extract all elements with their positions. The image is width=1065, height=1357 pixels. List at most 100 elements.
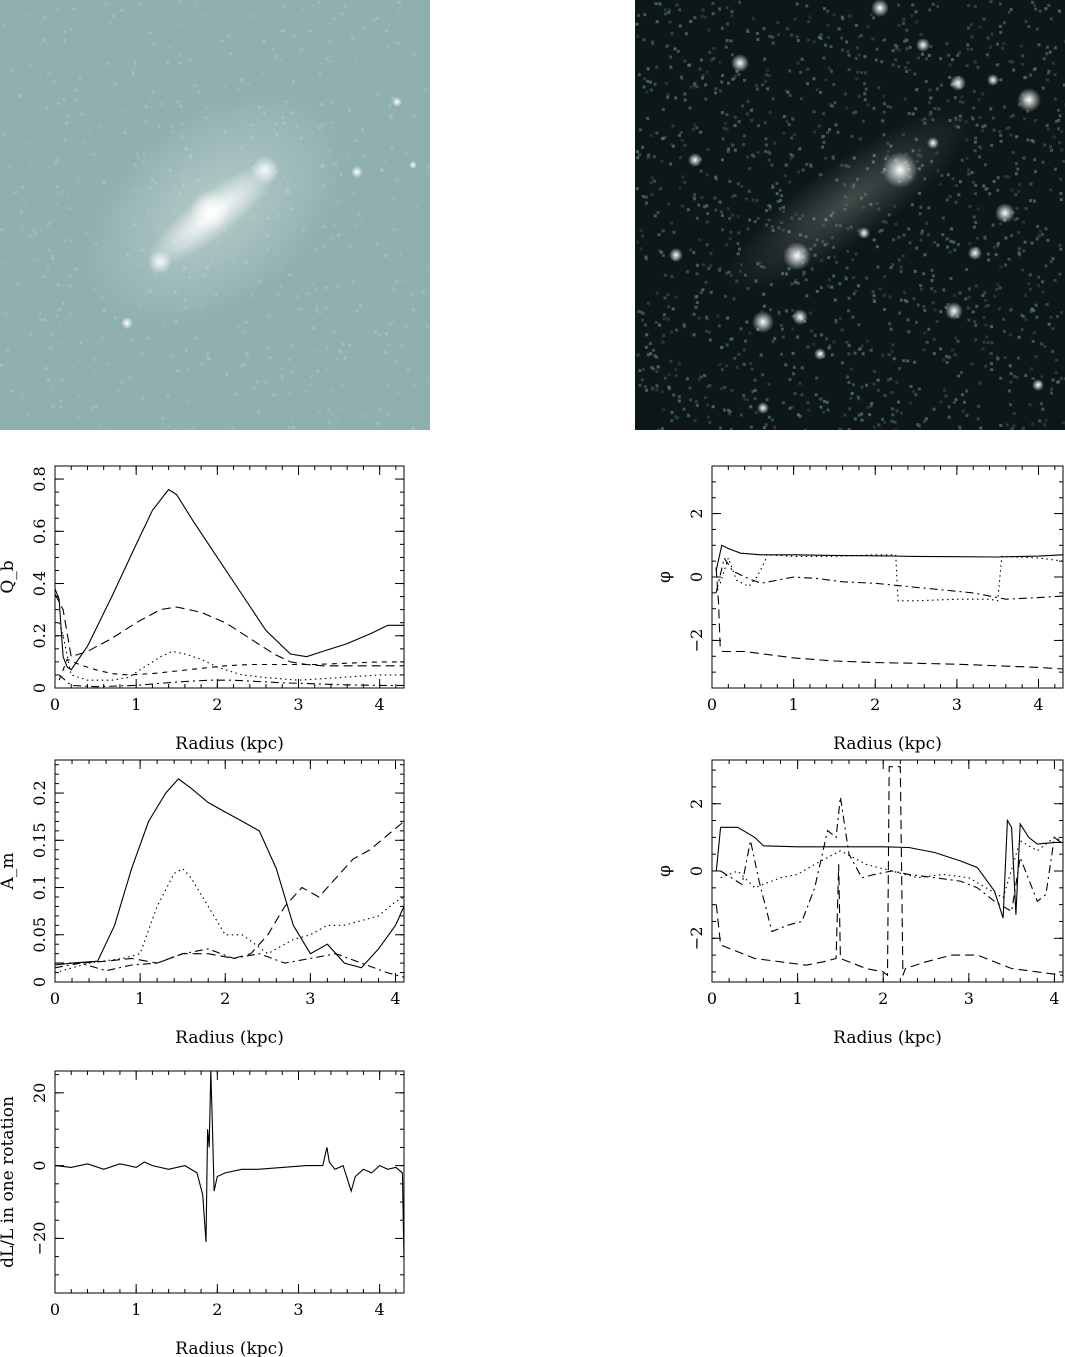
star [669,248,683,262]
y-tick-label: 0.1 [30,875,49,900]
plot-frame [54,465,405,689]
x-tick-label: 3 [293,1300,303,1319]
x-tick-label: 3 [293,695,303,714]
image-noise [635,0,1065,430]
y-axis-label: Q_b [0,560,18,593]
series-line-dot-dash [55,948,404,978]
y-tick-label: 2 [687,799,706,809]
y-axis-label: φ [655,571,675,583]
star [950,75,966,91]
chart-dl: 0 1 2 3 4 −20 0 20 Radius (kpc) dL/L in one rotat… [0,1070,405,1357]
series-line-dotted [58,622,404,681]
galaxy-knot [148,250,172,274]
y-tick-label: −20 [30,1222,49,1256]
series-line-solid [55,778,404,969]
star [121,317,133,329]
x-tick-label: 1 [789,695,799,714]
galaxy-image-left [0,0,430,430]
x-tick-label: 1 [131,695,141,714]
chart-am: 0 1 2 3 4 0 0.05 0.1 0.15 0.2 Radius (kpc) A_m [0,759,405,1048]
series-line-dot-dash [715,556,1063,600]
y-tick-label: 0.6 [30,519,49,544]
star [968,246,982,260]
star [757,402,769,414]
chart-phi-1: 0 1 2 3 4 −2 0 2 Radius (kpc) φ [655,465,1064,754]
star [731,54,749,72]
x-tick-label: 1 [135,989,145,1008]
plot-frame [54,1070,405,1294]
x-tick-label: 0 [707,989,717,1008]
star [688,153,702,167]
y-tick-label: 0 [687,572,706,582]
x-tick-label: 4 [375,1300,385,1319]
star [409,161,417,169]
y-tick-label: 0 [687,866,706,876]
x-tick-label: 4 [390,989,400,1008]
star [1032,379,1044,391]
x-tick-label: 0 [50,989,60,1008]
star [1017,88,1041,112]
y-tick-label: 0 [30,1161,49,1171]
series-line-long-dash [715,766,1063,977]
galaxy-knot [190,190,230,230]
galaxy-image-right [635,0,1065,430]
faint-galaxy [725,107,975,293]
x-tick-label: 0 [707,695,717,714]
y-tick-label: 0.15 [30,822,49,858]
series-line-short-dash [58,658,404,681]
y-tick-label: 0.8 [30,466,49,491]
x-tick-label: 3 [964,989,974,1008]
series-line-dot-dash [720,796,1063,933]
series-line-long-dash [55,820,404,964]
star [871,0,889,17]
star [351,166,363,178]
series-line-solid [55,488,404,671]
x-tick-label: 2 [220,989,230,1008]
x-tick-label: 4 [1033,695,1043,714]
y-tick-label: 2 [687,508,706,518]
x-tick-label: 4 [375,695,385,714]
x-tick-label: 0 [50,1300,60,1319]
x-tick-label: 3 [952,695,962,714]
series-line-solid [715,818,1063,919]
galaxy-knot [251,156,279,184]
x-axis-label: Radius (kpc) [175,734,284,754]
y-tick-label: 0.2 [30,780,49,805]
star [392,97,402,107]
x-tick-label: 2 [212,1300,222,1319]
x-tick-label: 3 [305,989,315,1008]
x-tick-label: 2 [870,695,880,714]
chart-qb: 0 1 2 3 4 0 0.2 0.4 0.6 0.8 Radius (kpc) Q_b [0,465,405,754]
star [752,311,774,333]
y-axis-label: φ [655,865,675,877]
star [916,38,930,52]
y-tick-label: 0.4 [30,571,49,596]
x-axis-label: Radius (kpc) [175,1339,284,1357]
y-tick-label: 0 [30,683,49,693]
x-tick-label: 1 [793,989,803,1008]
series-line-long-dash [715,567,1063,670]
star [995,203,1015,223]
series-line-dotted [720,836,1063,899]
plot-frame [711,465,1064,689]
y-axis-label: dL/L in one rotation [0,1096,18,1268]
y-tick-label: 20 [30,1083,49,1103]
star [987,74,999,86]
x-tick-label: 1 [131,1300,141,1319]
x-tick-label: 4 [1049,989,1059,1008]
y-tick-label: −2 [687,926,706,950]
star [814,348,826,360]
star [945,302,963,320]
x-axis-label: Radius (kpc) [833,734,942,754]
series-line-dotted [55,867,404,974]
y-tick-label: −2 [687,629,706,653]
y-tick-label: 0.05 [30,917,49,953]
series-line-solid [55,1071,404,1261]
series-line-dot-dash [58,674,404,688]
series-line-dotted [719,554,1063,602]
x-tick-label: 0 [50,695,60,714]
x-axis-label: Radius (kpc) [175,1028,284,1048]
y-axis-label: A_m [0,853,18,891]
x-tick-label: 2 [878,989,888,1008]
